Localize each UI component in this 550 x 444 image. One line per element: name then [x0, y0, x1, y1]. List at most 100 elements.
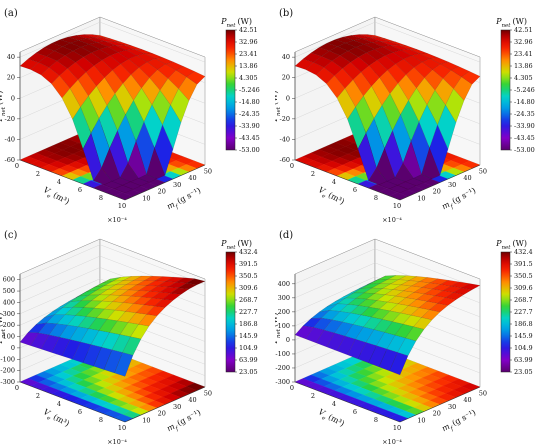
- z-tick-label: 0: [286, 336, 290, 344]
- y-axis-label: mf(g s⁻¹): [165, 186, 203, 214]
- x-tick-label: 2: [311, 170, 315, 178]
- y-axis-label-unit: (g s⁻¹): [451, 408, 478, 428]
- y-tick-label: 20: [433, 410, 441, 418]
- z-tick-label: 0: [286, 94, 290, 102]
- y-axis-label: mf(g s⁻¹): [165, 408, 203, 436]
- colorbar-tick-label: 63.99: [239, 356, 258, 364]
- surface-cell: [445, 88, 465, 123]
- y-tick-label: 10: [417, 416, 425, 424]
- colorbar-tick-label: 186.8: [514, 320, 533, 328]
- colorbar-tick-label: -14.80: [239, 98, 260, 106]
- z-tick-label: -300: [0, 378, 15, 386]
- colorbar-title-subscript: net: [226, 245, 236, 251]
- x-tick-label: 4: [57, 178, 61, 186]
- x-axis-label: Ve(m³): [40, 407, 70, 431]
- z-tick-label: -100: [275, 350, 290, 358]
- colorbar-tick-label: 391.5: [514, 260, 533, 268]
- z-tick-label: 400: [278, 280, 290, 288]
- x-multiplier: ×10⁻⁴: [382, 216, 402, 222]
- y-axis-label-symbol: m: [165, 422, 176, 434]
- y-axis-label-symbol: m: [440, 422, 451, 434]
- colorbar-title-symbol: P: [220, 239, 227, 248]
- z-gridline: [19, 278, 206, 319]
- y-tick-label: 30: [173, 403, 181, 411]
- x-axis-label-symbol: V: [317, 407, 327, 418]
- x-axis-label-unit: (m³): [52, 190, 71, 206]
- colorbar-tick-label: 63.99: [514, 356, 533, 364]
- z-tick-label: -20: [5, 115, 15, 123]
- z-tick-label: 0: [11, 344, 15, 352]
- x-tick-label: 2: [36, 170, 40, 178]
- colorbar-title: Pnet (W): [220, 17, 252, 29]
- z-gridline: [294, 248, 481, 290]
- x-tick-label: 8: [99, 194, 103, 202]
- colorbar-tick-label: 432.4: [514, 248, 533, 256]
- colorbar-title-symbol: P: [495, 17, 502, 26]
- axis-edge: [124, 164, 206, 201]
- x-multiplier: ×10⁻⁴: [107, 438, 127, 444]
- z-axis-label: Pnet(W): [275, 91, 282, 123]
- z-axis-label-symbol: P: [0, 337, 4, 344]
- colorbar-tick-label: 145.9: [514, 332, 533, 340]
- surface-cell: [170, 287, 190, 295]
- y-axis-label: mf(g s⁻¹): [440, 186, 478, 214]
- surface-plot: -60-40-200204002468101020304050Pnet(W)Ve…: [0, 8, 260, 222]
- x-axis-label-symbol: V: [42, 407, 52, 418]
- panel-label: (b): [279, 8, 293, 19]
- panel-label: (a): [4, 8, 18, 19]
- colorbar-tick-label: -5.246: [239, 86, 260, 94]
- y-tick-label: 10: [417, 194, 425, 202]
- z-axis-label: Pnet(W): [275, 313, 282, 345]
- colorbar-tick-label: 13.86: [514, 62, 533, 70]
- y-tick-label: 30: [448, 181, 456, 189]
- z-axis-label-subscript: net: [276, 328, 282, 338]
- colorbar-tick-label: -43.45: [239, 134, 260, 142]
- x-tick-label: 6: [353, 186, 357, 194]
- z-axis-label-unit: (W): [275, 91, 279, 105]
- y-tick-label: 50: [479, 389, 487, 397]
- x-tick-label: 8: [99, 416, 103, 424]
- colorbar-tick-label: 391.5: [239, 260, 258, 268]
- colorbar-tick-label: -43.45: [514, 134, 535, 142]
- surface-cell: [461, 71, 481, 85]
- colorbar-tick-label: -53.00: [514, 146, 535, 154]
- surface-plot: -60-40-200204002468101020304050Pnet(W)Ve…: [275, 8, 535, 222]
- x-tick-label: 2: [36, 392, 40, 400]
- colorbar-tick-label: 309.6: [514, 284, 533, 292]
- surface-cell: [461, 283, 481, 290]
- x-tick-label: 6: [78, 186, 82, 194]
- x-tick-label: 8: [374, 416, 378, 424]
- z-tick-label: -300: [275, 378, 290, 386]
- y-axis-label-subscript: f: [449, 204, 455, 211]
- colorbar: [225, 251, 236, 373]
- surface-cell: [114, 185, 134, 193]
- surface-cell: [178, 282, 198, 290]
- colorbar-tick-label: -5.246: [514, 86, 535, 94]
- z-axis-label-unit: (W): [0, 91, 4, 105]
- colorbar-tick-label: 4.305: [239, 74, 258, 82]
- colorbar-tick-label: 23.41: [514, 50, 533, 58]
- z-gridline: [294, 21, 481, 63]
- colorbar-tick-label: 104.9: [239, 344, 258, 352]
- colorbar-tick-label: -53.00: [239, 146, 260, 154]
- panel-b: -60-40-200204002468101020304050Pnet(W)Ve…: [275, 0, 550, 222]
- z-tick-label: -200: [275, 364, 290, 372]
- axis-edge: [399, 164, 481, 201]
- x-tick-label: 0: [15, 384, 19, 392]
- x-tick-label: 10: [393, 424, 401, 432]
- z-tick-label: 40: [7, 53, 15, 61]
- z-axis-label-symbol: P: [275, 337, 279, 344]
- z-tick-label: -100: [0, 355, 15, 363]
- colorbar-title: Pnet (W): [495, 17, 527, 29]
- colorbar-tick-label: -14.80: [514, 98, 535, 106]
- surface-cell: [437, 297, 457, 306]
- colorbar-tick-label: 32.96: [239, 38, 258, 46]
- surface-cell: [389, 185, 409, 193]
- x-axis-label-symbol: V: [42, 185, 52, 196]
- colorbar-title-unit: (W): [512, 239, 526, 248]
- colorbar-tick-label: 186.8: [239, 320, 258, 328]
- surface-cell: [389, 352, 409, 376]
- x-tick-label: 4: [332, 400, 336, 408]
- z-axis-label: Pnet(W): [0, 313, 7, 345]
